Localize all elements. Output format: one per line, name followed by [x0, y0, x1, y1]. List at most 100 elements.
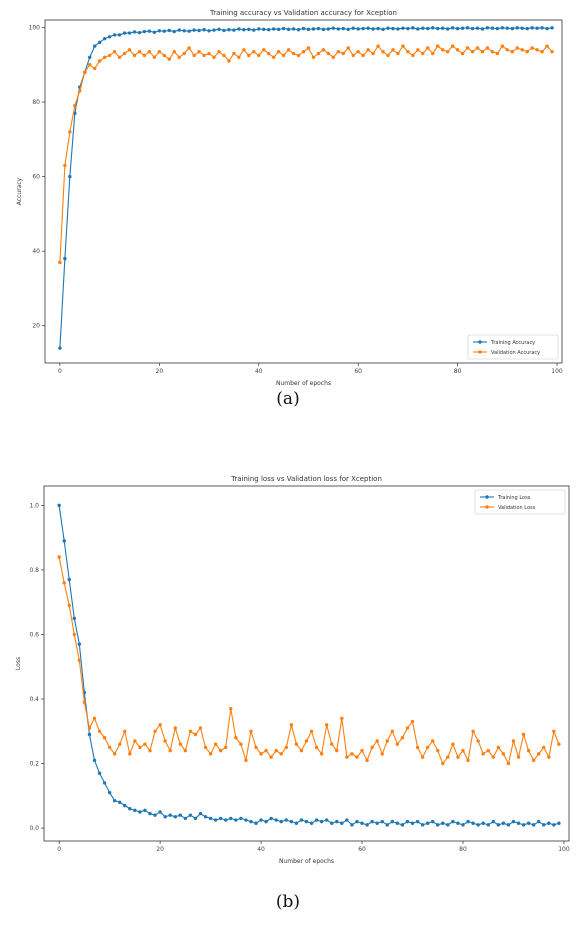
data-point	[415, 745, 420, 750]
data-point	[78, 89, 82, 93]
data-point	[495, 26, 500, 31]
data-point	[511, 819, 516, 824]
data-point	[289, 723, 294, 727]
data-point	[331, 26, 336, 30]
data-point	[218, 748, 223, 753]
data-point	[385, 823, 389, 827]
y-tick-label: 0.8	[29, 567, 39, 574]
data-point	[326, 27, 331, 31]
data-point	[112, 798, 117, 803]
data-point	[207, 29, 211, 33]
x-tick-label: 100	[558, 846, 570, 853]
y-tick-label: 0.6	[29, 631, 39, 638]
data-point	[446, 823, 450, 827]
data-point	[202, 53, 206, 58]
data-point	[167, 28, 171, 33]
data-point	[441, 761, 445, 766]
data-point	[83, 70, 87, 74]
data-point	[259, 818, 263, 822]
data-point	[481, 752, 485, 756]
data-point	[400, 823, 405, 827]
data-point	[183, 748, 188, 753]
data-point	[491, 755, 495, 759]
x-tick-label: 60	[354, 368, 362, 375]
data-point	[88, 63, 92, 67]
data-point	[97, 729, 102, 733]
data-point	[421, 51, 425, 56]
data-point	[259, 752, 263, 756]
data-point	[336, 49, 340, 54]
data-point	[490, 49, 495, 54]
data-point	[162, 29, 167, 33]
data-point	[321, 27, 326, 32]
plot-frame	[43, 485, 570, 842]
data-point	[326, 51, 331, 56]
data-point	[262, 48, 266, 52]
caption-b: (b)	[275, 892, 301, 912]
data-point	[239, 816, 243, 821]
chart-title: Training loss vs Validation loss for Xce…	[230, 475, 382, 483]
data-point	[158, 723, 162, 727]
data-point	[291, 51, 296, 56]
data-point	[341, 51, 345, 56]
data-point	[311, 27, 316, 31]
data-point	[330, 742, 334, 746]
data-point	[188, 813, 193, 817]
x-axis-label: Number of epochs	[276, 380, 331, 387]
data-point	[281, 53, 286, 58]
data-point	[475, 26, 480, 30]
data-point	[102, 55, 107, 59]
data-point	[396, 51, 400, 56]
data-point	[500, 44, 505, 48]
data-point	[455, 48, 460, 52]
x-tick-label: 80	[459, 846, 467, 853]
data-point	[207, 51, 211, 56]
data-point	[193, 732, 198, 737]
data-point	[212, 55, 216, 59]
data-point	[490, 26, 495, 30]
chart-title: Training accuracy vs Validation accuracy…	[209, 9, 397, 17]
x-tick-label: 20	[156, 846, 164, 853]
data-point	[224, 745, 228, 750]
data-point	[97, 40, 102, 45]
data-point	[301, 26, 306, 31]
data-point	[440, 26, 445, 30]
data-point	[330, 821, 334, 825]
series-line	[58, 556, 560, 766]
data-point	[218, 816, 223, 821]
data-point	[244, 818, 248, 822]
data-point	[515, 46, 519, 50]
data-point	[123, 729, 127, 733]
data-point	[102, 781, 107, 785]
data-point	[296, 27, 301, 32]
data-point	[345, 818, 349, 822]
data-point	[237, 27, 241, 31]
data-point	[197, 28, 201, 33]
data-point	[461, 748, 465, 753]
data-point	[264, 819, 268, 824]
legend-entry: Validation Accuracy	[491, 350, 540, 356]
data-point	[132, 53, 137, 58]
data-point	[148, 748, 152, 753]
data-point	[281, 26, 286, 31]
x-axis-label: Number of epochs	[279, 858, 334, 865]
data-point	[545, 26, 549, 31]
data-point	[516, 821, 521, 825]
data-point	[107, 53, 112, 58]
data-point	[178, 813, 182, 817]
data-point	[416, 48, 420, 52]
data-point	[525, 49, 529, 54]
data-point	[460, 51, 465, 56]
x-tick-label: 40	[255, 368, 263, 375]
data-point	[213, 742, 218, 746]
data-point	[162, 53, 167, 58]
data-point	[356, 27, 360, 31]
accuracy-chart: Training accuracy vs Validation accuracy…	[16, 9, 563, 387]
data-point	[249, 819, 253, 824]
data-point	[222, 28, 226, 33]
y-tick-label: 0.0	[29, 825, 39, 832]
data-point	[242, 48, 246, 52]
data-point	[420, 823, 425, 827]
legend-swatch-marker	[478, 340, 482, 344]
data-point	[257, 27, 261, 31]
